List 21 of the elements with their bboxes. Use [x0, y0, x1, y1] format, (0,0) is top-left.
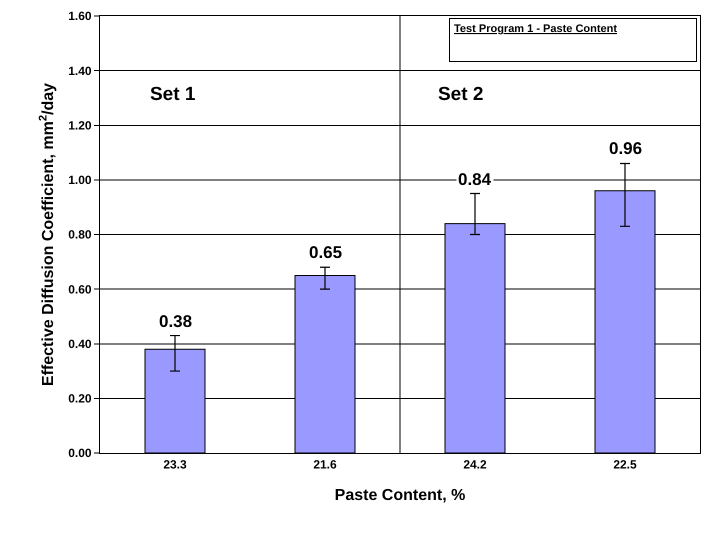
y-tick-label: 1.00 [68, 173, 92, 188]
y-tick-label: 0.00 [68, 446, 92, 460]
x-tick-label: 23.3 [163, 457, 187, 472]
text: Test Program 1 - Paste Content [454, 23, 618, 35]
y-tick-label: 1.60 [68, 9, 92, 24]
data-label: 0.38 [159, 312, 192, 331]
y-tick-label: 0.40 [68, 336, 92, 351]
y-tick-label: 0.80 [68, 228, 92, 242]
y-tick-label: 1.20 [68, 118, 92, 132]
y-tick-label: 1.40 [68, 64, 92, 78]
x-tick-label: 22.5 [613, 457, 637, 472]
annotation: Set 1 [150, 84, 196, 105]
data-label: 0.84 [458, 170, 492, 189]
data-label: 0.96 [609, 139, 642, 158]
x-tick-label: 24.2 [463, 457, 487, 472]
annotation: Set 2 [438, 84, 484, 105]
y-tick-label: 0.60 [68, 282, 92, 296]
x-axis-title: Paste Content, % [334, 487, 466, 504]
x-tick-label: 21.6 [313, 457, 337, 472]
y-tick-label: 0.20 [68, 392, 92, 406]
data-label: 0.65 [309, 243, 342, 262]
